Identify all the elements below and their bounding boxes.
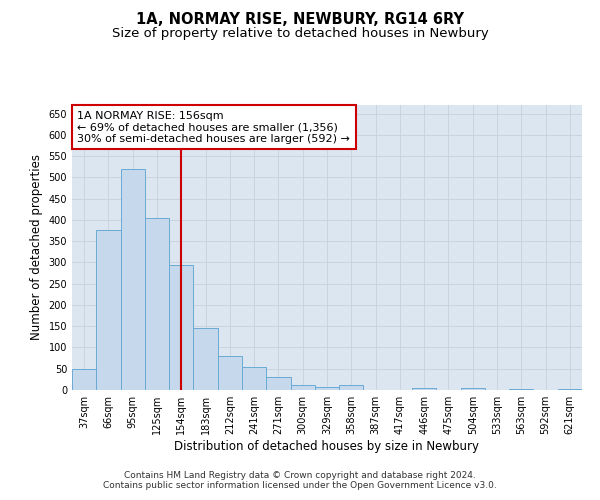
Text: 1A, NORMAY RISE, NEWBURY, RG14 6RY: 1A, NORMAY RISE, NEWBURY, RG14 6RY <box>136 12 464 28</box>
Bar <box>218 356 242 390</box>
Text: 1A NORMAY RISE: 156sqm
← 69% of detached houses are smaller (1,356)
30% of semi-: 1A NORMAY RISE: 156sqm ← 69% of detached… <box>77 110 350 144</box>
Text: Size of property relative to detached houses in Newbury: Size of property relative to detached ho… <box>112 28 488 40</box>
Bar <box>290 385 315 390</box>
Bar <box>169 264 193 390</box>
Bar <box>145 218 169 390</box>
Bar <box>72 368 96 390</box>
Bar <box>242 366 266 390</box>
Y-axis label: Number of detached properties: Number of detached properties <box>30 154 43 340</box>
Bar <box>509 388 533 390</box>
Bar <box>96 230 121 390</box>
Text: Contains HM Land Registry data © Crown copyright and database right 2024.
Contai: Contains HM Land Registry data © Crown c… <box>103 470 497 490</box>
Bar <box>193 328 218 390</box>
X-axis label: Distribution of detached houses by size in Newbury: Distribution of detached houses by size … <box>175 440 479 453</box>
Bar <box>412 388 436 390</box>
Bar <box>461 388 485 390</box>
Bar <box>339 385 364 390</box>
Bar <box>121 169 145 390</box>
Bar <box>315 386 339 390</box>
Bar <box>558 389 582 390</box>
Bar <box>266 377 290 390</box>
